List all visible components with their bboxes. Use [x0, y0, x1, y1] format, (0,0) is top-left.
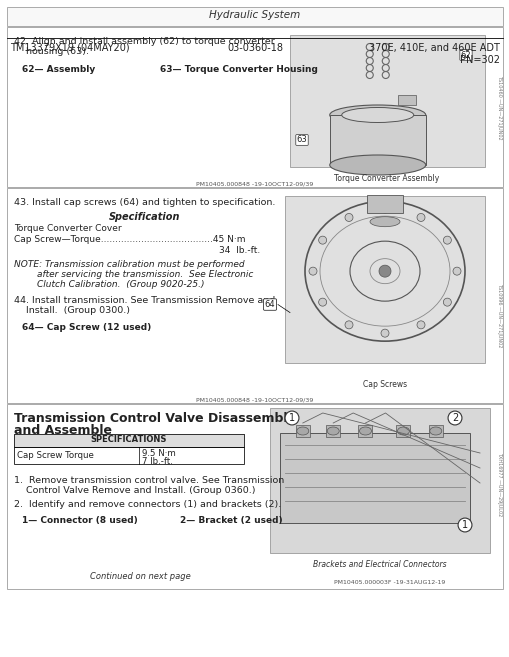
Text: Cap Screws: Cap Screws: [362, 380, 406, 389]
Text: SPECIFICATIONS: SPECIFICATIONS: [91, 436, 167, 445]
Circle shape: [442, 298, 450, 306]
Bar: [7, 404, 502, 589]
Circle shape: [416, 321, 424, 329]
Bar: [295, 425, 309, 437]
Text: NOTE: Transmission calibration must be performed: NOTE: Transmission calibration must be p…: [14, 260, 244, 269]
Text: PM10405.000848 -19-10OCT12-09/39: PM10405.000848 -19-10OCT12-09/39: [196, 181, 313, 186]
Text: Clutch Calibration.  (Group 9020-25.): Clutch Calibration. (Group 9020-25.): [14, 280, 204, 289]
Circle shape: [308, 267, 317, 275]
Bar: [326, 425, 340, 437]
Circle shape: [416, 214, 424, 221]
Text: after servicing the transmission.  See Electronic: after servicing the transmission. See El…: [14, 270, 253, 279]
Bar: [7, 590, 502, 617]
Circle shape: [318, 298, 326, 306]
Ellipse shape: [359, 427, 371, 435]
Bar: [269, 408, 489, 553]
Ellipse shape: [341, 108, 413, 122]
Circle shape: [344, 214, 352, 221]
Bar: [7, 27, 502, 187]
Bar: [14, 434, 243, 464]
Text: 1: 1: [461, 520, 467, 530]
Text: 03-0360-18: 03-0360-18: [227, 43, 282, 53]
Text: Continued on next page: Continued on next page: [90, 572, 190, 581]
Text: Brackets and Electrical Connectors: Brackets and Electrical Connectors: [313, 560, 446, 569]
Text: PN=302: PN=302: [459, 55, 499, 65]
Text: PM10405.000003F -19-31AUG12-19: PM10405.000003F -19-31AUG12-19: [334, 580, 445, 585]
Text: Control Valve Remove and Install. (Group 0360.): Control Valve Remove and Install. (Group…: [14, 486, 255, 495]
Text: 63: 63: [296, 135, 307, 145]
Circle shape: [380, 329, 388, 337]
Text: 2.  Identify and remove connectors (1) and brackets (2).: 2. Identify and remove connectors (1) an…: [14, 500, 280, 509]
Ellipse shape: [329, 155, 425, 175]
Text: Torque Converter Assembly: Torque Converter Assembly: [334, 174, 439, 183]
Bar: [329, 115, 425, 165]
Text: 370E, 410E, and 460E ADT: 370E, 410E, and 460E ADT: [369, 43, 499, 53]
Text: PM10405.000848 -19-10OCT12-09/39: PM10405.000848 -19-10OCT12-09/39: [196, 397, 313, 402]
Text: 64— Cap Screw (12 used): 64— Cap Screw (12 used): [22, 323, 151, 332]
Circle shape: [378, 265, 390, 277]
Text: 62— Assembly: 62— Assembly: [22, 65, 95, 74]
Text: Cap Screw Torque: Cap Screw Torque: [17, 451, 94, 459]
Text: TS10460 —UN—271JUN02: TS10460 —UN—271JUN02: [496, 75, 501, 139]
Circle shape: [344, 321, 352, 329]
Bar: [366, 194, 402, 213]
Text: 44. Install transmission. See Transmission Remove and: 44. Install transmission. See Transmissi…: [14, 296, 275, 305]
Text: 34  lb.-ft.: 34 lb.-ft.: [218, 246, 260, 255]
Circle shape: [452, 267, 460, 275]
Text: 1: 1: [289, 413, 295, 423]
Ellipse shape: [429, 427, 441, 435]
Text: 43. Install cap screws (64) and tighten to specification.: 43. Install cap screws (64) and tighten …: [14, 198, 275, 207]
Bar: [397, 95, 415, 105]
Bar: [279, 433, 469, 523]
Text: Hydraulic System: Hydraulic System: [209, 10, 300, 20]
Text: 62: 62: [460, 51, 470, 60]
Bar: [14, 434, 243, 447]
Bar: [290, 35, 484, 167]
Ellipse shape: [369, 217, 399, 227]
Text: 1— Connector (8 used): 1— Connector (8 used): [22, 516, 137, 525]
Bar: [7, 188, 502, 403]
Bar: [285, 196, 484, 363]
Bar: [7, 7, 502, 26]
Bar: [428, 425, 442, 437]
Circle shape: [380, 205, 388, 213]
Text: Specification: Specification: [109, 212, 180, 222]
Text: 42. Align and install assembly (62) to torque converter: 42. Align and install assembly (62) to t…: [14, 37, 274, 46]
Text: 7 lb.-ft.: 7 lb.-ft.: [142, 457, 173, 466]
Text: Cap Screw—Torque.......................................45 N·m: Cap Screw—Torque........................…: [14, 235, 245, 244]
Text: 64: 64: [264, 300, 275, 309]
Circle shape: [442, 236, 450, 244]
Ellipse shape: [329, 105, 425, 125]
Text: housing (63).: housing (63).: [14, 47, 89, 56]
Circle shape: [318, 236, 326, 244]
Text: 1.  Remove transmission control valve. See Transmission: 1. Remove transmission control valve. Se…: [14, 476, 284, 485]
Text: Transmission Control Valve Disassemble: Transmission Control Valve Disassemble: [14, 412, 295, 425]
Text: TS10996 —UN—271JUN02: TS10996 —UN—271JUN02: [496, 283, 501, 347]
Bar: [358, 425, 372, 437]
Text: 63— Torque Converter Housing: 63— Torque Converter Housing: [160, 65, 317, 74]
Text: Torque Converter Cover: Torque Converter Cover: [14, 224, 121, 233]
Text: TM13379X19 (04MAY20): TM13379X19 (04MAY20): [10, 43, 129, 53]
Text: and Assemble: and Assemble: [14, 424, 112, 437]
Text: 2: 2: [451, 413, 457, 423]
Text: Install.  (Group 0300.): Install. (Group 0300.): [14, 306, 130, 315]
Ellipse shape: [327, 427, 338, 435]
Text: 2— Bracket (2 used): 2— Bracket (2 used): [180, 516, 282, 525]
Bar: [395, 425, 410, 437]
Ellipse shape: [397, 427, 409, 435]
Text: 9.5 N·m: 9.5 N·m: [142, 449, 176, 457]
Ellipse shape: [296, 427, 308, 435]
Text: TXH16977 —UN—29JUL02: TXH16977 —UN—29JUL02: [496, 452, 501, 516]
